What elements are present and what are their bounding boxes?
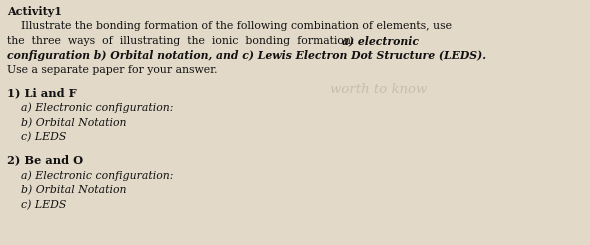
Text: a) Electronic configuration:: a) Electronic configuration: [7, 103, 173, 113]
Text: Use a separate paper for your answer.: Use a separate paper for your answer. [7, 65, 218, 75]
Text: b) Orbital Notation: b) Orbital Notation [7, 118, 127, 128]
Text: the  three  ways  of  illustrating  the  ionic  bonding  formation:: the three ways of illustrating the ionic… [7, 36, 362, 46]
Text: 2) Be and O: 2) Be and O [7, 154, 83, 165]
Text: c) LEDS: c) LEDS [7, 132, 67, 143]
Text: Illustrate the bonding formation of the following combination of elements, use: Illustrate the bonding formation of the … [7, 21, 452, 31]
Text: a) Electronic configuration:: a) Electronic configuration: [7, 170, 173, 181]
Text: c) LEDS: c) LEDS [7, 200, 67, 210]
Text: configuration b) Orbital notation, and c) Lewis Electron Dot Structure (LEDS).: configuration b) Orbital notation, and c… [7, 50, 486, 61]
Text: a) electronic: a) electronic [342, 36, 419, 47]
Text: worth to know: worth to know [330, 83, 428, 96]
Text: Activity1: Activity1 [7, 6, 62, 17]
Text: 1) Li and F: 1) Li and F [7, 87, 77, 98]
Text: b) Orbital Notation: b) Orbital Notation [7, 185, 127, 195]
